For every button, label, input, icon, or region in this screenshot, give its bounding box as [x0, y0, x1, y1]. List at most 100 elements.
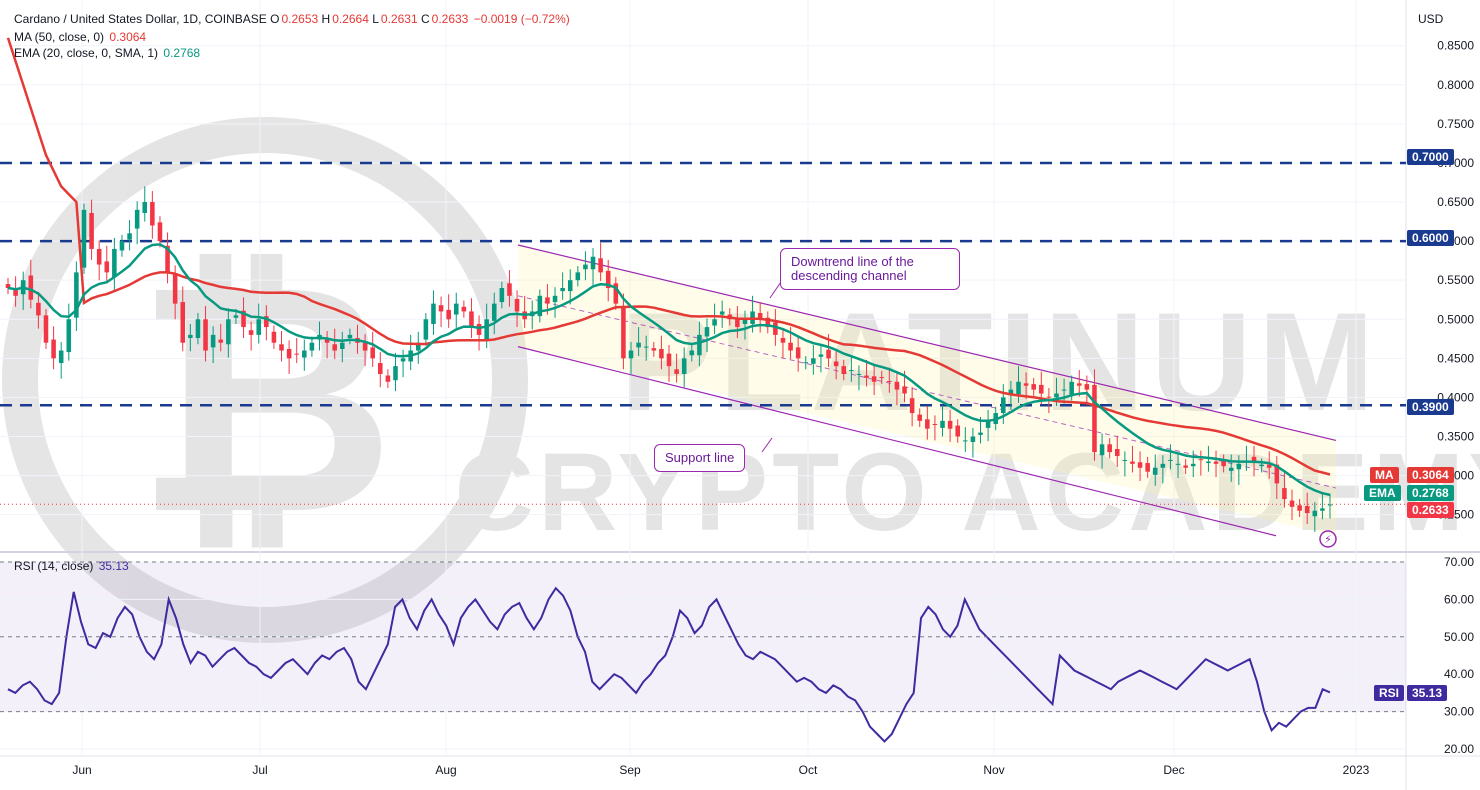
price-tick-label: 0.3500 [1437, 429, 1474, 443]
candle-body [28, 275, 34, 300]
ma-legend[interactable]: MA (50, close, 0) 0.3064 [14, 30, 146, 44]
rsi-tick-label: 60.00 [1444, 592, 1474, 606]
change-value: −0.0019 (−0.72%) [473, 12, 570, 26]
time-tick-label: Jul [252, 763, 267, 777]
candle-body [1137, 462, 1143, 468]
candle-body [841, 366, 847, 374]
moving-averages [6, 37, 1331, 497]
candle-body [400, 358, 406, 362]
candle-body [461, 306, 467, 312]
candle-body [621, 306, 626, 359]
rsi-tick-label: 20.00 [1444, 742, 1474, 756]
open-value: 0.2653 [281, 12, 319, 26]
rsi-axis-label: RSI [1374, 685, 1405, 701]
candle-body [940, 420, 945, 428]
candle-body [378, 363, 383, 374]
candle-body [947, 420, 953, 429]
candle-body [575, 272, 581, 281]
rsi-axis-tag: RSI [1379, 686, 1400, 700]
candle-body [324, 339, 330, 343]
candle-body [643, 346, 649, 348]
candle-body [719, 311, 725, 315]
candle-body [757, 313, 763, 320]
candle-body [917, 414, 923, 421]
close-label: C [420, 12, 430, 26]
candle-body [1001, 397, 1006, 414]
candle-body [453, 303, 459, 315]
rsi-legend-label: RSI (14, close) [14, 559, 94, 573]
candle-body [294, 353, 299, 355]
candle-body [1320, 508, 1325, 511]
candle-body [43, 315, 49, 343]
candle-body [188, 334, 193, 339]
candle-body [1274, 464, 1280, 484]
candle-body [963, 440, 968, 442]
candle-body [157, 222, 163, 242]
candle-body [256, 319, 262, 335]
candle-body [1228, 467, 1234, 471]
candle-body [803, 362, 809, 364]
candle-body [932, 423, 938, 425]
level-070-tag: 0.7000 [1407, 149, 1454, 165]
candle-body [1023, 383, 1029, 386]
rsi-pane [7, 586, 1331, 743]
candle-body [1016, 381, 1021, 395]
candle-body [13, 289, 18, 296]
candle-body [385, 375, 391, 382]
low-value: 0.2631 [380, 12, 418, 26]
support-callout: Support line [654, 444, 746, 472]
alert-icon[interactable] [1319, 530, 1337, 548]
candle-body [332, 344, 337, 351]
last-price-tag: 0.2633 [1407, 502, 1454, 518]
candle-body [1266, 464, 1272, 468]
candle-body [1160, 463, 1166, 468]
currency-label: USD [1418, 12, 1444, 26]
candle-body [1198, 459, 1204, 461]
candle-body [233, 315, 239, 318]
rsi-line [7, 586, 1331, 743]
candle-body [697, 334, 702, 356]
candle-body [1084, 384, 1090, 390]
rsi-legend[interactable]: RSI (14, close) 35.13 [14, 559, 129, 573]
candle-body [74, 272, 79, 318]
candle-body [689, 350, 695, 356]
candle-body [134, 209, 140, 229]
rsi-tick-label: 40.00 [1444, 667, 1474, 681]
ema-legend-value: 0.2768 [163, 46, 201, 60]
candle-body [742, 319, 748, 324]
candle-body [1145, 463, 1150, 472]
candle-body [340, 342, 345, 349]
candle-body [507, 283, 512, 296]
price-tick-label: 0.5000 [1437, 312, 1474, 326]
candle-body [1152, 467, 1158, 475]
candle-body [818, 354, 824, 357]
candle-body [81, 209, 87, 268]
rsi-axis-value: 35.13 [1407, 685, 1448, 701]
candle-body [89, 212, 94, 249]
candle-body [1236, 463, 1242, 470]
candle-body [1092, 384, 1097, 453]
candle-body [978, 432, 983, 435]
candle-body [203, 319, 208, 351]
candle-body [491, 303, 497, 321]
time-tick-label: 2023 [1343, 763, 1370, 777]
candle-body [119, 241, 125, 251]
candle-body [476, 323, 482, 335]
candle-body [248, 330, 254, 335]
candle-body [1221, 460, 1226, 467]
candle-body [499, 288, 505, 303]
candle-body [1206, 461, 1211, 464]
ma-axis-val: 0.3064 [1412, 468, 1449, 482]
candle-body [112, 248, 117, 278]
candle-body [788, 342, 793, 351]
candle-body [773, 322, 778, 335]
candle-body [955, 425, 960, 437]
candle-body [362, 342, 368, 351]
candle-body [264, 316, 269, 328]
ema-legend[interactable]: EMA (20, close, 0, SMA, 1) 0.2768 [14, 46, 200, 60]
candle-body [1069, 381, 1074, 395]
candle-body [856, 373, 862, 375]
candle-body [127, 233, 132, 240]
candle-body [598, 258, 603, 273]
